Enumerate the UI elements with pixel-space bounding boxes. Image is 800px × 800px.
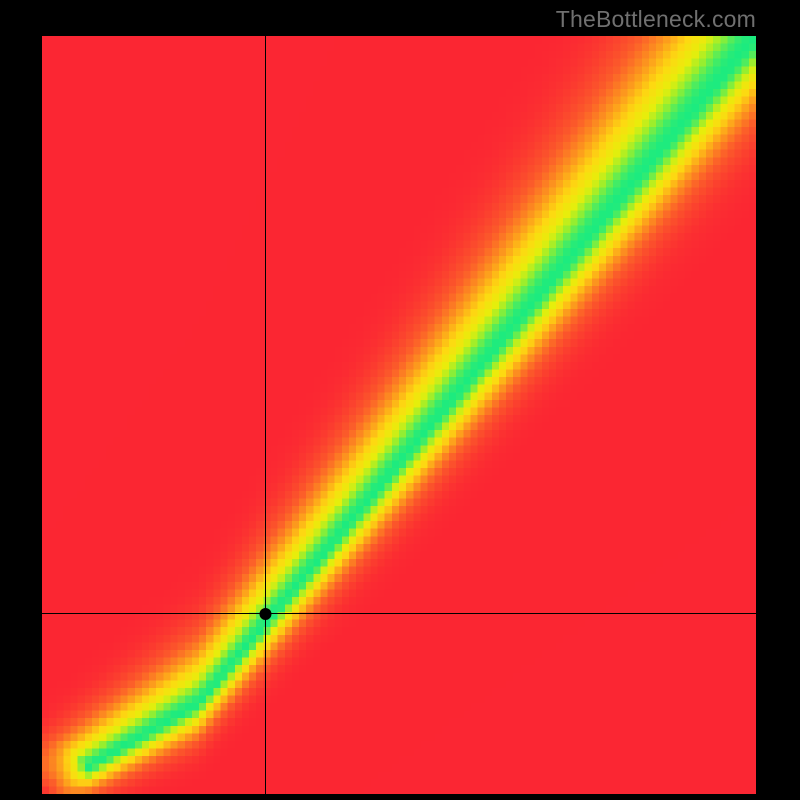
watermark-text: TheBottleneck.com — [556, 6, 756, 33]
heatmap-plot-area — [42, 36, 756, 794]
marker-dot — [42, 36, 756, 794]
